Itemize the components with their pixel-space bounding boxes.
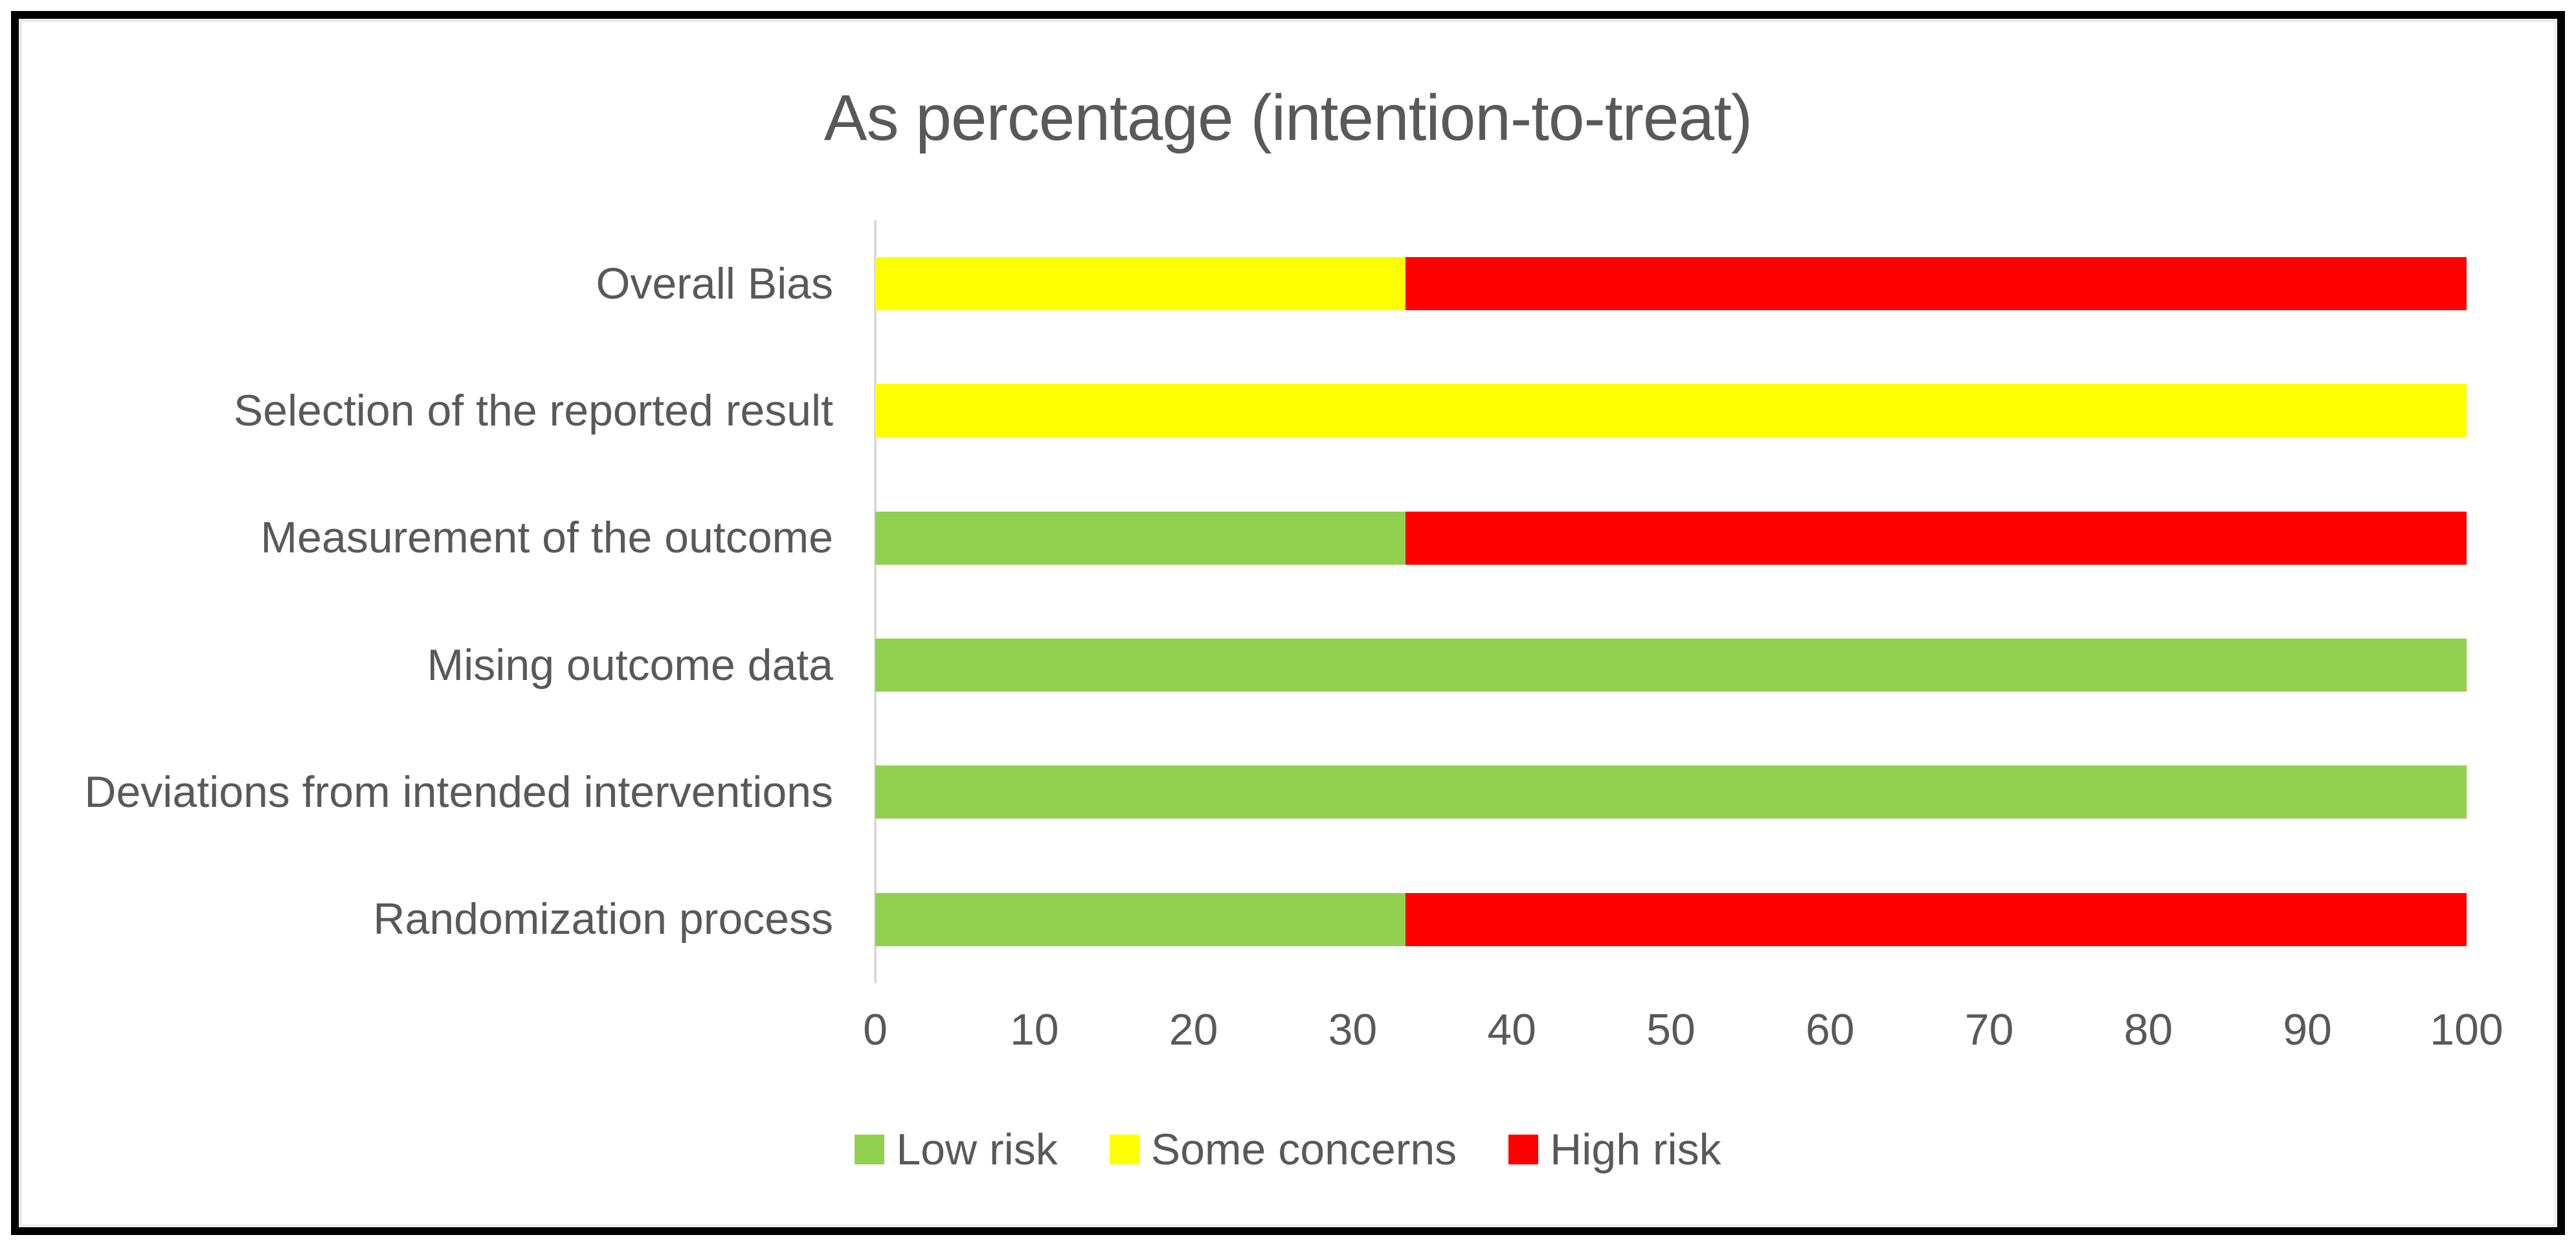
x-tick-label: 100: [2430, 1005, 2503, 1054]
plot-area: Overall Bias Selection of the reported re…: [0, 220, 2467, 983]
legend-swatch-low-risk: [855, 1135, 885, 1165]
bar-segment-low-risk: [875, 892, 1406, 946]
bar-segment-some-concerns: [875, 384, 2467, 438]
bar-segment-low-risk: [875, 511, 1406, 565]
legend-item-low-risk: Low risk: [855, 1125, 1058, 1174]
legend-swatch-some-concerns: [1109, 1135, 1139, 1165]
x-tick-label: 30: [1328, 1005, 1378, 1054]
legend-swatch-high-risk: [1508, 1135, 1539, 1165]
legend-label: High risk: [1550, 1125, 1721, 1174]
chart-row: Overall Bias: [0, 220, 2467, 347]
x-tick-label: 20: [1169, 1005, 1218, 1054]
x-tick-label: 40: [1487, 1005, 1537, 1054]
legend-label: Some concerns: [1150, 1125, 1457, 1174]
bar-track: [875, 511, 2467, 565]
bar-segment-high-risk: [1405, 257, 2467, 311]
bar-track: [875, 892, 2467, 946]
legend-item-some-concerns: Some concerns: [1109, 1125, 1457, 1174]
category-label: Mising outcome data: [427, 640, 833, 690]
x-tick-label: 80: [2123, 1005, 2173, 1054]
x-tick-label: 70: [1964, 1005, 2014, 1054]
bar-segment-high-risk: [1405, 892, 2467, 946]
bar-segment-some-concerns: [875, 257, 1406, 311]
y-axis-line: [874, 220, 877, 983]
bar-segment-high-risk: [1405, 511, 2467, 565]
bar-segment-low-risk: [875, 639, 2467, 692]
x-axis: 0 10 20 30 40 50 60 70 80 90 100: [863, 1002, 2503, 1057]
category-label: Deviations from intended interventions: [84, 767, 833, 817]
x-tick-label: 90: [2283, 1005, 2333, 1054]
category-label: Randomization process: [373, 894, 833, 944]
x-tick-label: 60: [1805, 1005, 1855, 1054]
chart-row: Measurement of the outcome: [0, 475, 2467, 602]
chart-title: As percentage (intention-to-treat): [823, 82, 1753, 154]
x-tick-label: 10: [1009, 1005, 1059, 1054]
legend: Low risk Some concerns High risk: [0, 1126, 2576, 1174]
chart-row: Deviations from intended interventions: [0, 729, 2467, 855]
bar-track: [875, 257, 2467, 311]
category-label: Measurement of the outcome: [260, 513, 833, 563]
bar-segment-low-risk: [875, 765, 2467, 819]
bar-track: [875, 639, 2467, 692]
category-label: Selection of the reported result: [233, 386, 833, 436]
x-tick-label: 0: [863, 1005, 888, 1054]
legend-item-high-risk: High risk: [1508, 1126, 1721, 1174]
chart-row: Mising outcome data: [0, 602, 2467, 729]
category-label: Overall Bias: [596, 258, 833, 308]
x-tick-label: 50: [1646, 1005, 1696, 1054]
chart-row: Selection of the reported result: [0, 347, 2467, 474]
bar-track: [875, 765, 2467, 819]
chart-row: Randomization process: [0, 856, 2467, 983]
bar-track: [875, 384, 2467, 438]
legend-label: Low risk: [896, 1125, 1058, 1174]
